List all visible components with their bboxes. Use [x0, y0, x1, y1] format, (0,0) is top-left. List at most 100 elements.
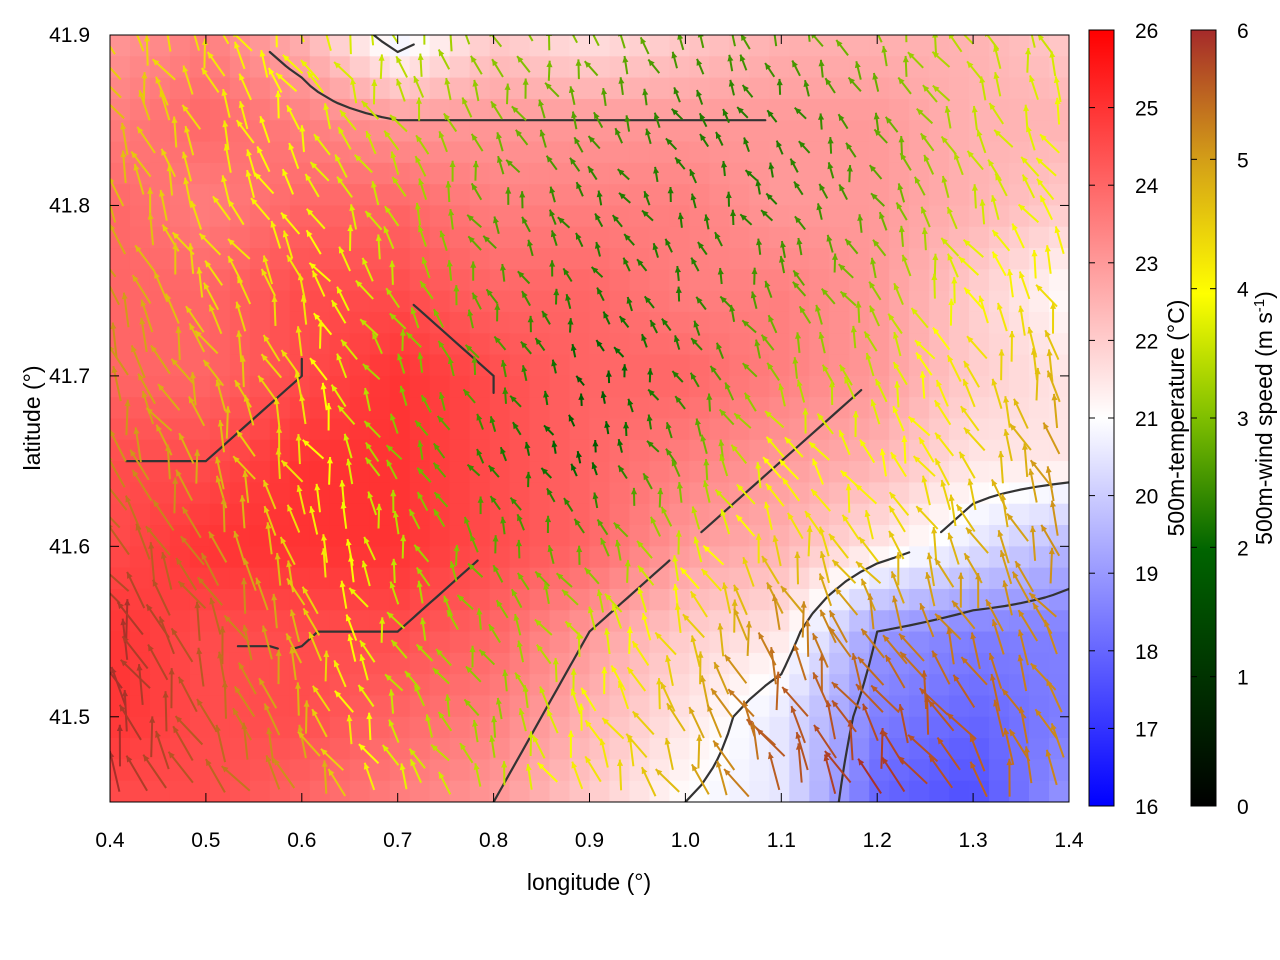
wind-vector-shaft	[592, 35, 600, 47]
heatmap-cell	[369, 716, 391, 739]
heatmap-cell	[609, 141, 631, 164]
wind-vector	[919, 132, 935, 152]
wind-vector	[516, 640, 525, 663]
wind-vector	[413, 684, 426, 707]
wind-vector-head	[871, 685, 878, 692]
wind-vector	[754, 339, 761, 359]
wind-vector-head	[371, 79, 378, 86]
wind-vector-head	[273, 20, 279, 26]
wind-vector	[958, 451, 976, 479]
wind-vector-head	[468, 236, 475, 243]
heatmap-cell	[809, 588, 830, 611]
heatmap-cell	[469, 567, 491, 590]
wind-vector-head	[262, 255, 269, 263]
wind-vector-head	[550, 230, 557, 238]
heatmap-cell	[249, 482, 271, 505]
heatmap-cell	[429, 525, 451, 547]
wind-vector	[671, 51, 678, 69]
wind-vector-shaft	[118, 704, 142, 741]
wind-vector-head	[690, 635, 697, 643]
heatmap-cell	[529, 674, 551, 697]
heatmap-cell	[889, 482, 910, 505]
heatmap-cell	[529, 418, 551, 441]
wind-vector	[420, 394, 432, 413]
wind-vector-head	[728, 689, 735, 696]
wind-vector-head	[781, 586, 788, 593]
wind-vector	[241, 577, 248, 614]
wind-vector-head	[233, 708, 239, 716]
wind-vector-head	[464, 516, 470, 524]
wind-vector-head	[585, 720, 592, 728]
wind-vector	[722, 582, 732, 614]
wind-vector-head	[417, 440, 424, 448]
wind-vector	[399, 329, 406, 352]
wind-vector	[899, 152, 912, 171]
wind-vector	[326, 456, 333, 485]
heatmap-cell	[169, 184, 191, 207]
wind-vector	[470, 133, 484, 152]
wind-vector	[888, 491, 910, 517]
wind-vector	[182, 65, 194, 95]
heatmap-cell	[389, 120, 411, 143]
wind-vector	[204, 260, 224, 286]
wind-vector-head	[361, 101, 369, 108]
heatmap-cell	[269, 269, 291, 292]
heatmap-cell	[409, 333, 431, 356]
heatmap-cell	[469, 141, 491, 164]
wind-vector	[110, 516, 121, 529]
wind-vector-shaft	[158, 616, 175, 655]
wind-vector	[713, 661, 730, 695]
heatmap-cell	[249, 35, 271, 57]
wind-vector-head	[472, 160, 479, 168]
wind-vector-head	[334, 62, 341, 69]
wind-vector	[417, 53, 424, 77]
heatmap-cell	[749, 674, 770, 697]
wind-vector-head	[104, 481, 110, 488]
wind-vector-head	[988, 159, 995, 167]
heatmap-cell	[489, 439, 511, 462]
wind-vector	[256, 145, 271, 173]
heatmap-cell	[909, 567, 930, 590]
wind-vector-head	[604, 421, 611, 428]
wind-vector	[234, 379, 252, 408]
wind-vector-head	[1012, 571, 1019, 579]
wind-vector-head	[259, 50, 266, 57]
wind-vector-head	[742, 700, 749, 708]
wind-vector	[549, 186, 556, 203]
heatmap-cell	[369, 546, 391, 569]
heatmap-cell	[149, 738, 171, 760]
wind-vector-head	[716, 342, 722, 350]
wind-vector-head	[389, 260, 396, 268]
heatmap-cell	[829, 269, 850, 292]
wind-vector	[337, 126, 352, 150]
heatmap-cell	[689, 141, 710, 164]
heatmap-cell	[769, 631, 790, 654]
wind-vector	[131, 274, 152, 305]
wind-vector	[136, 35, 145, 52]
wind-vector	[313, 312, 333, 336]
wind-vector	[347, 224, 354, 252]
heatmap-cell	[929, 184, 950, 207]
heatmap-cell	[729, 184, 750, 207]
wind-vector-shaft	[110, 44, 116, 55]
heatmap-cell	[649, 290, 671, 313]
wind-vector	[181, 151, 193, 182]
wind-vector	[672, 555, 680, 582]
heatmap-cell	[489, 461, 511, 484]
wind-vector	[333, 61, 354, 81]
wind-vector-head	[829, 610, 836, 618]
wind-vector	[727, 54, 734, 72]
wind-vector	[719, 454, 729, 477]
wind-vector	[667, 186, 674, 203]
wind-vector-head	[719, 409, 727, 417]
wind-vector-head	[584, 567, 592, 575]
wind-vector-shaft	[110, 592, 121, 604]
wind-vector-head	[862, 703, 869, 711]
heatmap-cell	[849, 418, 870, 441]
wind-vector-head	[138, 373, 144, 381]
wind-vector	[116, 724, 123, 767]
heatmap-cell	[229, 525, 251, 547]
wind-vector-head	[740, 35, 747, 41]
heatmap-cell	[1009, 674, 1030, 697]
wind-vector	[476, 448, 485, 464]
